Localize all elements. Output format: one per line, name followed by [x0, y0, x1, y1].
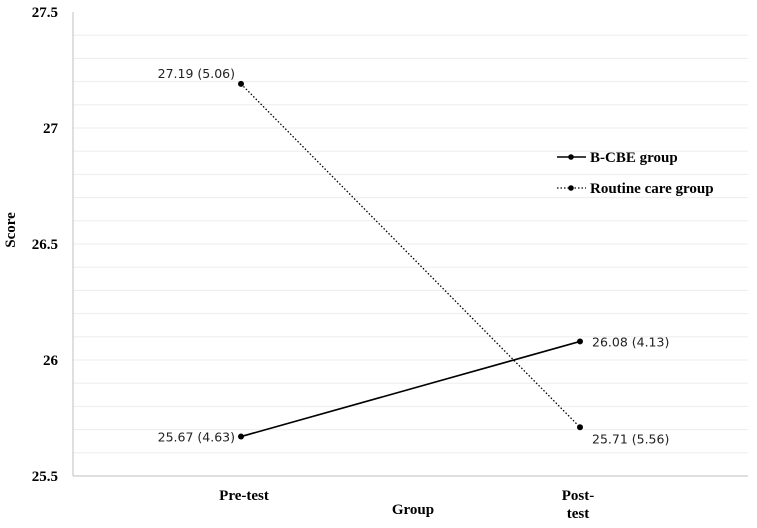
y-tick-label: 27.5	[32, 5, 58, 21]
grid-lines	[73, 34, 748, 454]
y-axis-title: Score	[3, 212, 19, 248]
x-tick-label-line: test	[567, 506, 590, 522]
x-tick-labels: Pre-test Post-test	[219, 488, 594, 522]
data-point	[238, 80, 244, 87]
x-tick-label-line: Pre-test	[219, 488, 269, 504]
y-tick-labels: 25.5 26 26.5 27 27.5	[32, 5, 59, 485]
data-label: 27.19 (5.06)	[158, 66, 235, 81]
y-tick-label: 26	[43, 353, 59, 369]
legend-entry-label: Routine care group	[590, 181, 714, 197]
data-label: 26.08 (4.13)	[592, 334, 669, 349]
x-tick-label-line: Post-	[562, 488, 595, 504]
data-label: 25.67 (4.63)	[158, 430, 235, 445]
data-point	[238, 433, 244, 440]
x-tick-label: Pre-test	[219, 488, 269, 504]
series-routine-care: 27.19 (5.06) 25.71 (5.56)	[158, 66, 670, 446]
series-line	[240, 340, 581, 438]
y-tick-label: 26.5	[32, 237, 58, 253]
y-tick-label: 25.5	[32, 469, 58, 485]
legend-swatch-marker	[568, 185, 574, 191]
legend-swatch-marker	[568, 154, 574, 160]
y-tick-label: 27	[43, 121, 59, 137]
series-b-cbe: 25.67 (4.63) 26.08 (4.13)	[158, 334, 670, 444]
series-line	[240, 83, 581, 428]
legend: B-CBE group Routine care group	[557, 150, 714, 197]
data-point	[577, 338, 583, 345]
data-point	[577, 424, 583, 431]
x-tick-label: Post-test	[562, 488, 595, 522]
x-axis-title: Group	[392, 502, 434, 518]
series-group: 25.67 (4.63) 26.08 (4.13) 27.19 (5.06) 25.7…	[158, 66, 670, 446]
data-label: 25.71 (5.56)	[592, 431, 669, 446]
axes	[72, 12, 748, 477]
legend-entry-label: B-CBE group	[590, 150, 678, 166]
